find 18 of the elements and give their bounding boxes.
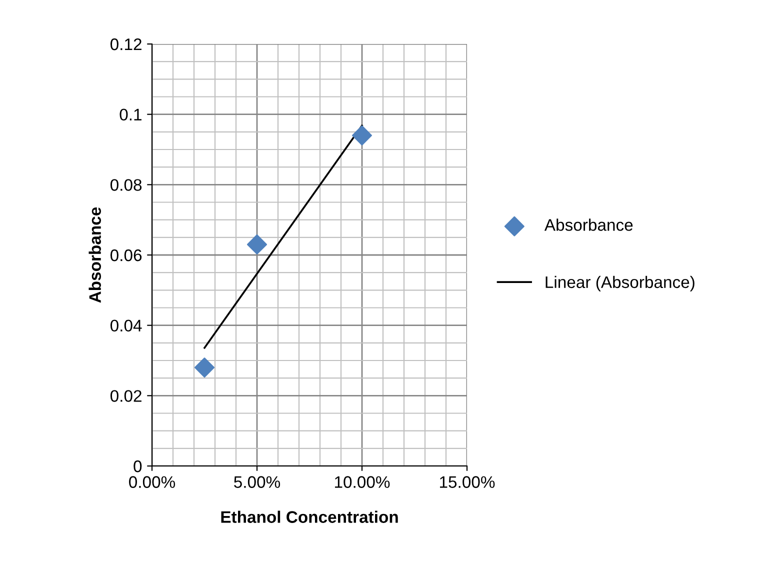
y-tick-label: 0.02 <box>110 390 142 402</box>
y-tick-label: 0.04 <box>110 320 142 332</box>
y-axis-title: Absorbance <box>88 207 101 303</box>
x-axis-title: Ethanol Concentration <box>221 510 398 523</box>
y-tick-label: 0.12 <box>110 38 142 50</box>
y-tick-label: 0.1 <box>120 108 142 121</box>
x-tick-label: 10.00% <box>335 476 390 488</box>
legend-label: Linear (Absorbance) <box>546 276 694 292</box>
y-tick-label: 0 <box>134 460 142 472</box>
point <box>352 125 372 146</box>
legend-label: Absorbance <box>544 218 633 231</box>
y-tick-label: 0.06 <box>110 249 142 262</box>
x-tick-label: 0.00% <box>129 476 176 488</box>
point <box>246 234 268 254</box>
x-tick-label: 5.00% <box>234 476 280 488</box>
point <box>194 358 215 378</box>
x-tick-label: 15.00% <box>440 476 495 488</box>
y-tick-label: 0.08 <box>110 179 142 191</box>
